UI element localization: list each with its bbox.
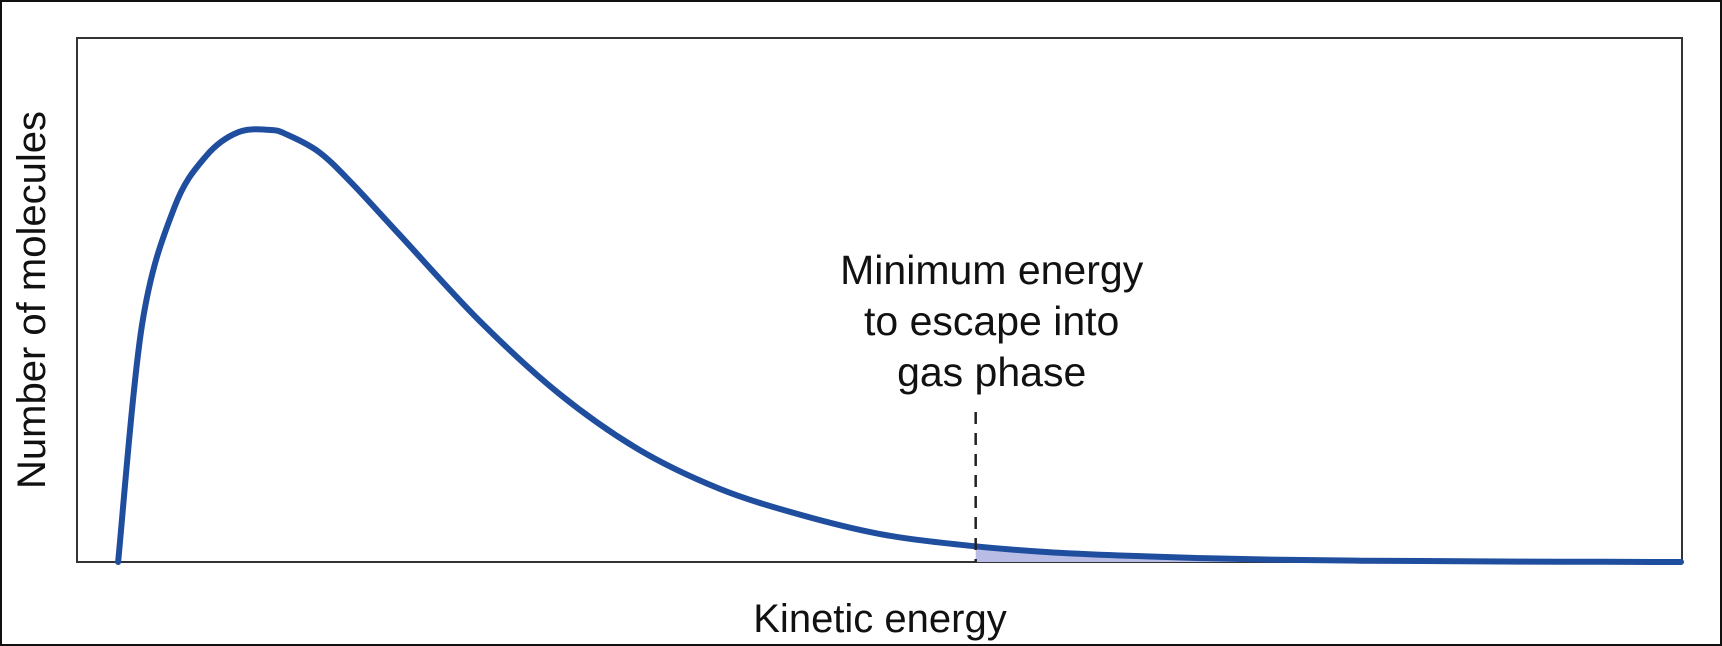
threshold-annotation: Minimum energy to escape into gas phase bbox=[840, 247, 1144, 395]
threshold-annotation-line: gas phase bbox=[897, 349, 1086, 395]
threshold-annotation-line: to escape into bbox=[864, 298, 1119, 344]
y-axis-label: Number of molecules bbox=[10, 111, 54, 489]
threshold-annotation-line: Minimum energy bbox=[840, 247, 1144, 293]
plot-area bbox=[76, 37, 1683, 563]
energy-distribution-curve bbox=[115, 126, 1684, 565]
x-axis-label: Kinetic energy bbox=[753, 597, 1006, 641]
